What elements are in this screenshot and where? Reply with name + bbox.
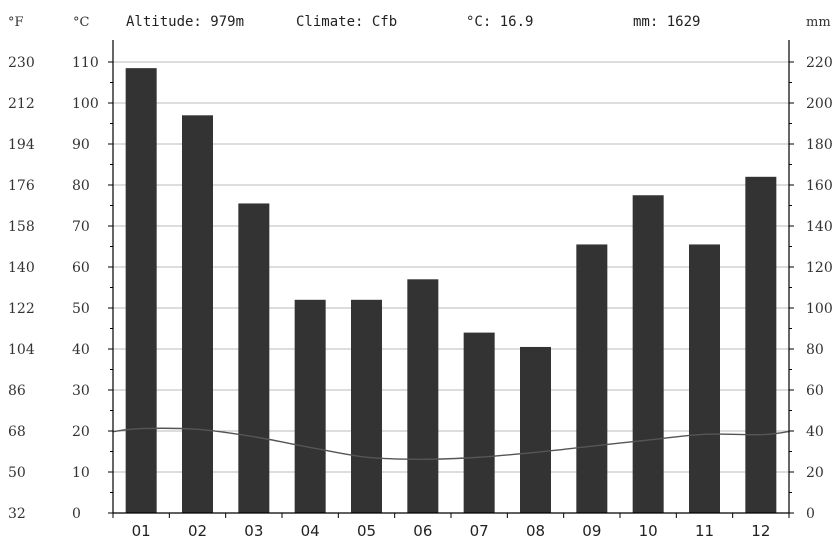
fahrenheit-tick-label: 158 — [8, 219, 35, 235]
precipitation-bar — [238, 203, 270, 513]
precipitation-bar — [182, 115, 213, 514]
fahrenheit-tick-label: 86 — [8, 383, 26, 399]
fahrenheit-tick-label: 140 — [8, 260, 35, 276]
fahrenheit-axis-label: °F — [8, 15, 24, 30]
month-tick-label: 03 — [244, 522, 263, 537]
celsius-tick-label: 70 — [72, 219, 90, 235]
month-tick-label: 01 — [132, 522, 151, 537]
month-tick-label: 11 — [695, 522, 714, 537]
annual-precip-label: mm: 1629 — [633, 14, 700, 30]
celsius-tick-label: 10 — [72, 465, 90, 481]
temperature-line — [112, 427, 790, 460]
month-tick-label: 06 — [413, 522, 432, 537]
mm-tick-label: 40 — [806, 424, 824, 440]
month-tick-label: 12 — [751, 522, 770, 537]
celsius-axis-label: °C — [73, 15, 90, 30]
axes — [108, 40, 794, 518]
fahrenheit-tick-label: 194 — [8, 137, 35, 153]
celsius-tick-label: 0 — [72, 506, 81, 522]
celsius-tick-label: 40 — [72, 342, 90, 358]
altitude-label: Altitude: 979m — [126, 14, 244, 30]
celsius-tick-label: 50 — [72, 301, 90, 317]
precipitation-bar — [689, 244, 720, 513]
celsius-tick-label: 100 — [72, 96, 99, 112]
precipitation-bar — [351, 299, 382, 513]
precipitation-bar — [294, 299, 326, 513]
fahrenheit-tick-label: 230 — [8, 55, 35, 71]
precipitation-bar — [576, 244, 608, 513]
fahrenheit-tick-label: 212 — [8, 96, 35, 112]
month-tick-label: 10 — [639, 522, 658, 537]
mm-tick-label: 200 — [806, 96, 833, 112]
precipitation-bars — [125, 68, 777, 514]
mm-tick-label: 160 — [806, 178, 833, 194]
fahrenheit-tick-label: 122 — [8, 301, 35, 317]
mm-tick-label: 100 — [806, 301, 833, 317]
climate-label: Climate: Cfb — [296, 14, 397, 30]
month-tick-label: 07 — [470, 522, 489, 537]
precipitation-bar — [520, 346, 551, 513]
precipitation-bar — [632, 195, 664, 513]
month-tick-label: 04 — [301, 522, 320, 537]
month-tick-label: 08 — [526, 522, 545, 537]
precipitation-bar — [125, 68, 157, 514]
celsius-tick-label: 60 — [72, 260, 90, 276]
precipitation-bar — [407, 279, 439, 513]
celsius-tick-label: 30 — [72, 383, 90, 399]
fahrenheit-tick-label: 104 — [8, 342, 35, 358]
fahrenheit-tick-label: 50 — [8, 465, 26, 481]
mm-tick-label: 80 — [806, 342, 824, 358]
mm-tick-label: 0 — [806, 506, 815, 522]
month-tick-label: 05 — [357, 522, 376, 537]
mm-tick-label: 140 — [806, 219, 833, 235]
fahrenheit-tick-label: 176 — [8, 178, 35, 194]
precipitation-bar — [745, 176, 777, 514]
month-tick-label: 09 — [582, 522, 601, 537]
fahrenheit-tick-label: 32 — [8, 506, 26, 522]
precipitation-bar — [463, 332, 495, 513]
gridlines — [113, 61, 789, 473]
fahrenheit-tick-label: 68 — [8, 424, 26, 440]
mm-tick-label: 180 — [806, 137, 833, 153]
mm-axis-label: mm — [806, 15, 831, 30]
celsius-tick-label: 110 — [72, 55, 99, 71]
celsius-tick-label: 80 — [72, 178, 90, 194]
annual-temp-label: °C: 16.9 — [466, 14, 533, 30]
celsius-tick-label: 90 — [72, 137, 90, 153]
mm-tick-label: 220 — [806, 55, 833, 71]
celsius-tick-label: 20 — [72, 424, 90, 440]
mm-tick-label: 60 — [806, 383, 824, 399]
mm-tick-label: 120 — [806, 260, 833, 276]
month-tick-label: 02 — [188, 522, 207, 537]
temperature-line-group — [112, 427, 790, 460]
mm-tick-label: 20 — [806, 465, 824, 481]
